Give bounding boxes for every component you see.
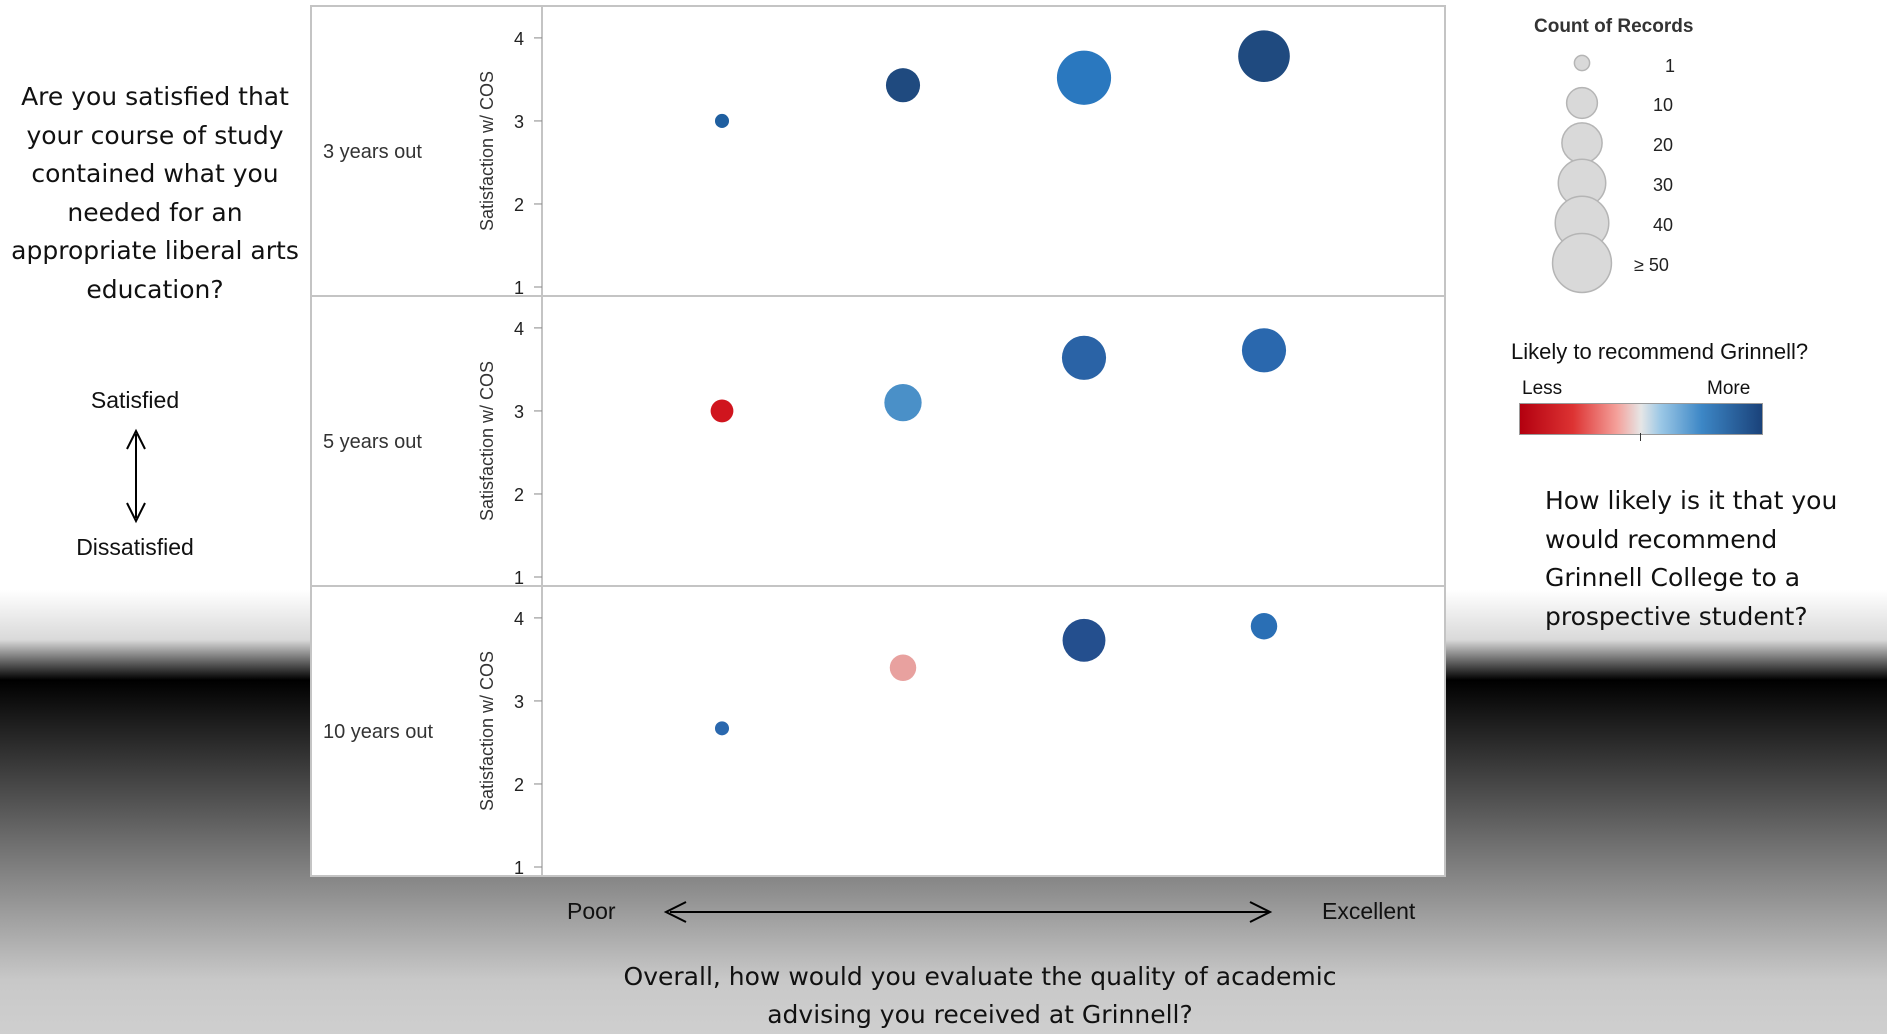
y-tick-label: 1 (514, 568, 524, 588)
y-question-text: Are you satisfied that your course of st… (11, 82, 299, 304)
data-point (1062, 618, 1106, 662)
color-legend-gradient (1519, 403, 1763, 435)
excellent-label: Excellent (1322, 898, 1416, 924)
y-axis-title: Satisfaction w/ COS (477, 361, 497, 521)
data-point (714, 113, 730, 128)
color-legend-midpoint-tick (1640, 433, 1641, 441)
y-tick-label: 2 (514, 485, 524, 505)
chart-frame (310, 5, 1446, 877)
data-point (884, 383, 922, 422)
data-point (889, 654, 917, 681)
y-axis-title: Satisfaction w/ COS (477, 71, 497, 231)
size-legend-label: 1 (1665, 56, 1676, 76)
satisfied-label: Satisfied (90, 387, 180, 413)
color-legend-more: More (1707, 378, 1751, 399)
data-point (1061, 335, 1107, 380)
x-arrow-left-head (663, 901, 687, 923)
y-arrow-up-head (126, 428, 146, 450)
panel-row-label: 10 years out (323, 721, 434, 743)
poor-label: Poor (567, 898, 616, 924)
data-point (1056, 50, 1112, 105)
size-legend-label: ≥ 50 (1634, 255, 1669, 275)
size-legend-circle (1551, 232, 1613, 294)
data-point (1241, 328, 1287, 373)
panel-row-label: 5 years out (323, 431, 422, 453)
y-tick-label: 3 (514, 692, 524, 712)
size-legend-label: 40 (1653, 215, 1674, 235)
y-tick-label: 4 (514, 319, 524, 339)
y-tick-label: 2 (514, 775, 524, 795)
size-legend-title: Count of Records (1534, 16, 1694, 37)
y-tick-label: 4 (514, 29, 524, 49)
data-point (710, 399, 734, 423)
size-legend-label: 10 (1653, 95, 1674, 115)
size-legend-circle (1573, 54, 1591, 72)
y-tick-label: 3 (514, 402, 524, 422)
size-legend-label: 30 (1653, 175, 1674, 195)
x-arrow-right-head (1249, 901, 1273, 923)
color-question-text: How likely is it that you would recommen… (1545, 486, 1838, 631)
y-tick-label: 2 (514, 195, 524, 215)
size-legend-circle (1565, 86, 1599, 120)
data-point (1238, 30, 1290, 82)
data-point (714, 721, 730, 736)
y-axis-title: Satisfaction w/ COS (477, 651, 497, 811)
data-point (1250, 612, 1278, 640)
y-tick-label: 1 (514, 858, 524, 878)
color-legend-title: Likely to recommend Grinnell? (1511, 339, 1809, 364)
dissatisfied-label: Dissatisfied (76, 534, 194, 560)
color-legend-less: Less (1522, 378, 1563, 399)
y-tick-label: 3 (514, 112, 524, 132)
panel-row-label: 3 years out (323, 141, 422, 163)
y-tick-label: 4 (514, 609, 524, 629)
data-point (885, 68, 921, 103)
y-arrow-down-head (126, 502, 146, 524)
y-tick-label: 1 (514, 278, 524, 298)
size-legend-label: 20 (1653, 135, 1674, 155)
x-question-text: Overall, how would you evaluate the qual… (623, 962, 1337, 1029)
size-legend-circle (1561, 122, 1603, 164)
